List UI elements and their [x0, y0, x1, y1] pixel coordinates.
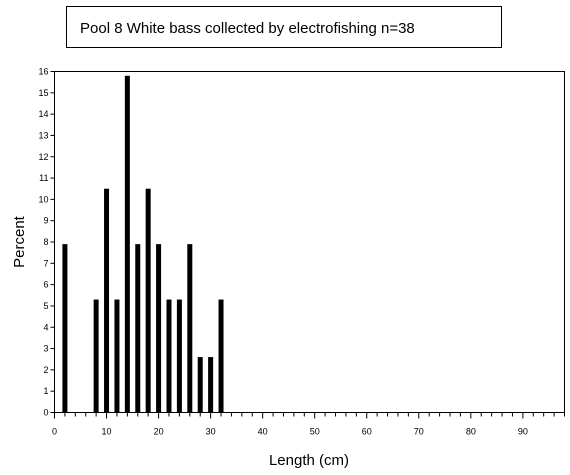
- y-tick-label: 11: [39, 173, 48, 183]
- bar: [218, 299, 224, 413]
- bar: [156, 244, 162, 413]
- y-tick-label: 1: [43, 386, 48, 396]
- y-tick-label: 13: [38, 130, 48, 140]
- y-tick-label: 6: [43, 280, 48, 290]
- x-tick-label: 40: [258, 427, 268, 437]
- x-tick-label: 0: [52, 427, 57, 437]
- bar: [62, 244, 68, 413]
- x-tick-label: 90: [518, 427, 528, 437]
- chart-title: Pool 8 White bass collected by electrofi…: [80, 20, 415, 37]
- x-tick-label: 20: [154, 427, 164, 437]
- bar: [104, 188, 110, 413]
- bar: [135, 244, 141, 413]
- y-tick-label: 9: [43, 216, 48, 226]
- plot-frame: [54, 71, 565, 413]
- y-tick-label: 15: [38, 88, 48, 98]
- title-box: [66, 6, 502, 48]
- bar: [93, 299, 99, 413]
- y-tick-label: 10: [38, 194, 48, 204]
- x-tick-label: 50: [310, 427, 320, 437]
- y-tick-label: 5: [43, 301, 48, 311]
- y-tick-label: 8: [43, 237, 48, 247]
- x-tick-label: 70: [414, 427, 424, 437]
- bar: [124, 75, 130, 413]
- bar: [197, 357, 203, 413]
- y-axis-label: Percent: [11, 215, 28, 268]
- bar: [208, 357, 214, 413]
- x-tick-label: 10: [102, 427, 112, 437]
- x-tick-label: 60: [362, 427, 372, 437]
- bar: [166, 299, 172, 413]
- bar: [114, 299, 120, 413]
- bar: [187, 244, 193, 413]
- x-axis-label: Length (cm): [269, 452, 349, 469]
- y-tick-label: 14: [38, 109, 48, 119]
- x-tick-label: 80: [466, 427, 476, 437]
- y-tick-label: 0: [43, 408, 48, 418]
- y-tick-label: 2: [43, 365, 48, 375]
- y-tick-label: 16: [38, 67, 48, 77]
- bar: [176, 299, 182, 413]
- bar: [145, 188, 151, 413]
- y-tick-label: 7: [43, 258, 48, 268]
- y-tick-label: 12: [38, 152, 48, 162]
- y-tick-label: 4: [43, 322, 48, 332]
- x-tick-label: 30: [206, 427, 216, 437]
- y-tick-label: 3: [43, 344, 48, 354]
